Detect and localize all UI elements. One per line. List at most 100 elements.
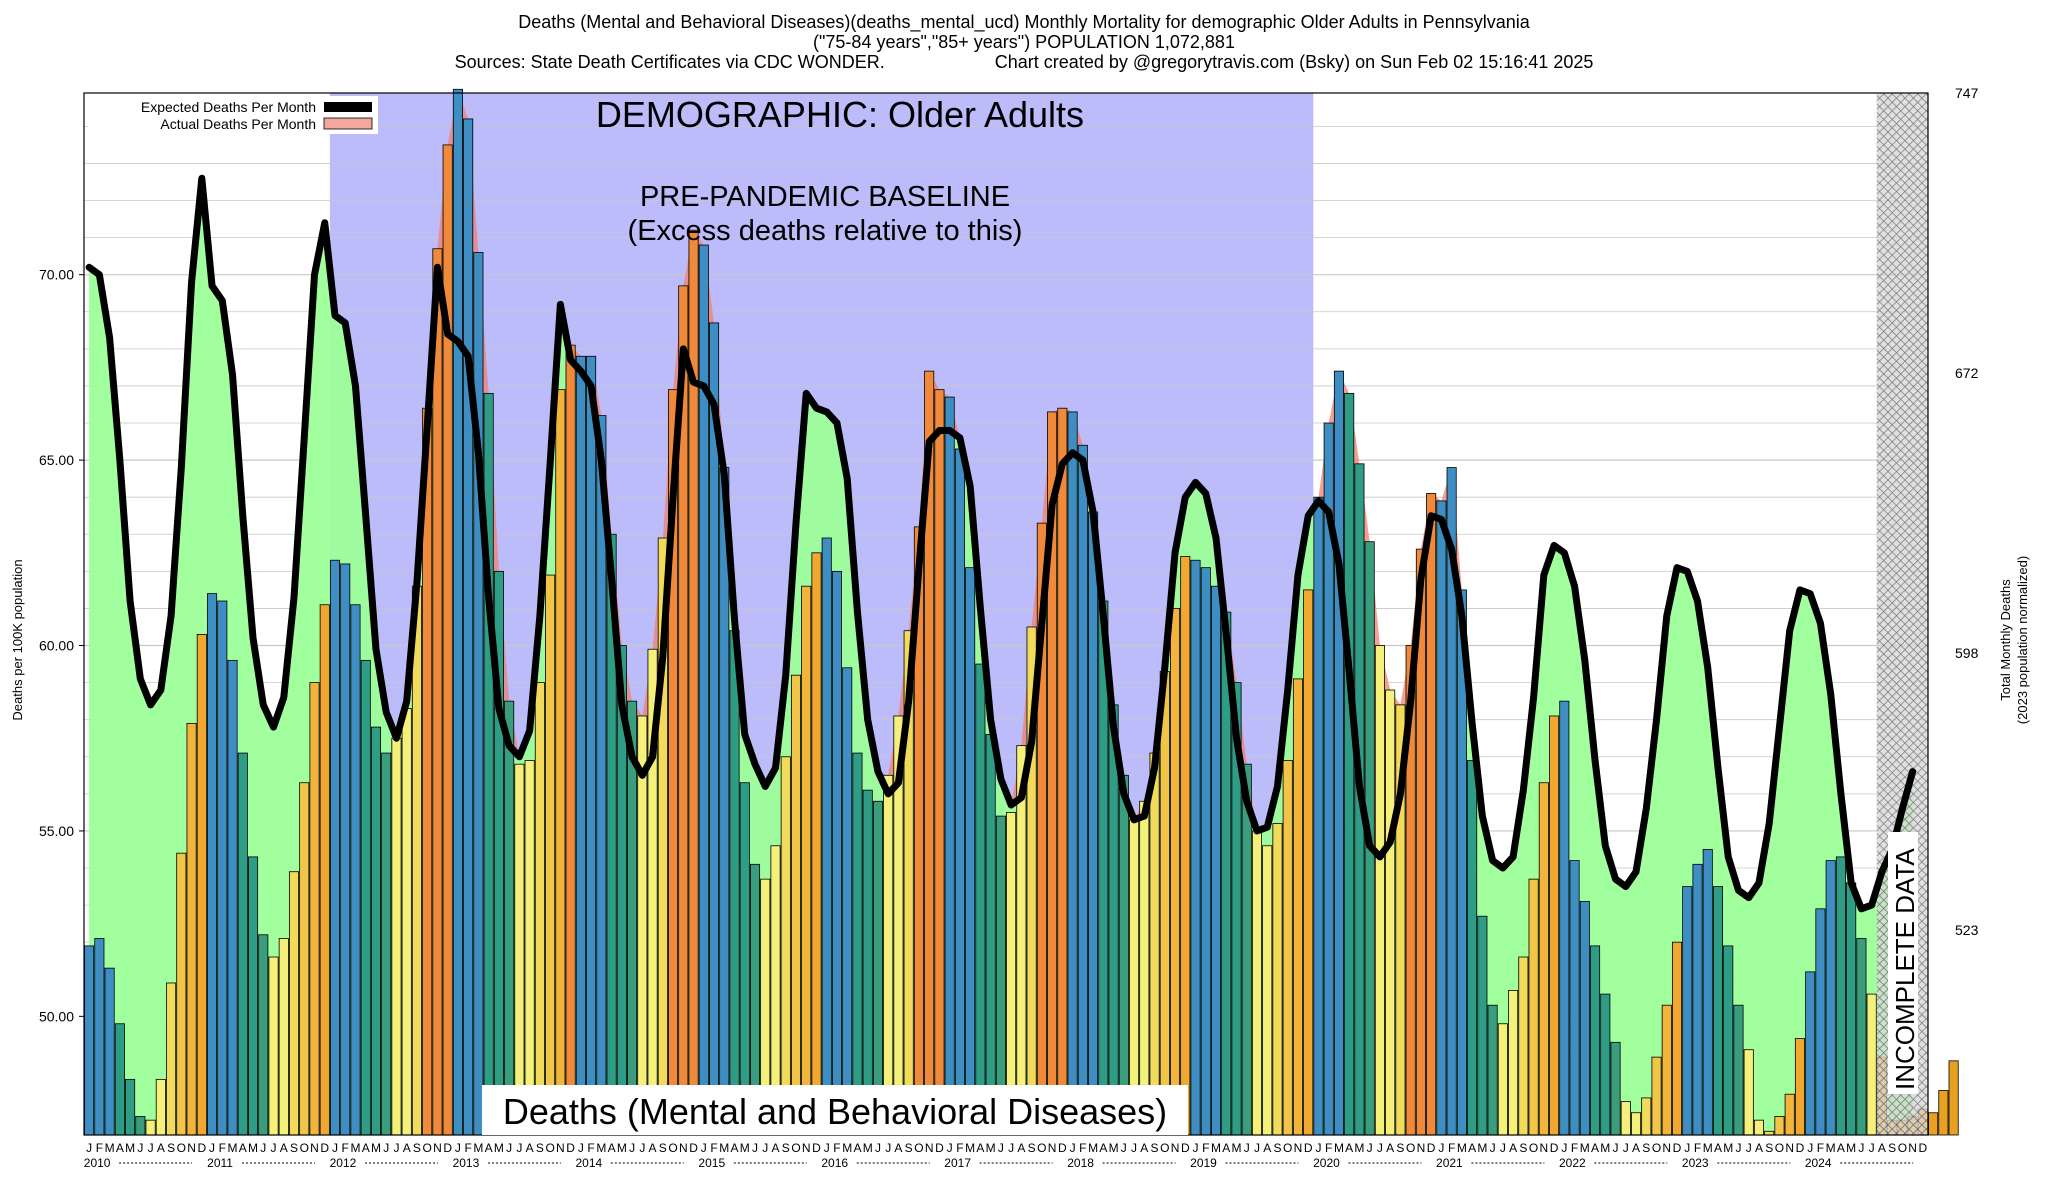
bar bbox=[329, 559, 341, 1136]
bar bbox=[1528, 878, 1539, 1136]
y-tick-label: 65.00 bbox=[39, 452, 74, 468]
month-label: S bbox=[1151, 1141, 1159, 1155]
month-label: M bbox=[105, 1141, 115, 1155]
month-label: J bbox=[1807, 1141, 1813, 1155]
month-label: A bbox=[1386, 1141, 1394, 1155]
month-label: N bbox=[802, 1141, 811, 1155]
bar bbox=[1651, 1056, 1662, 1136]
month-label: J bbox=[1500, 1141, 1506, 1155]
month-label: F bbox=[219, 1141, 226, 1155]
month-label: N bbox=[433, 1141, 442, 1155]
month-label: F bbox=[1325, 1141, 1332, 1155]
year-label: 2020 bbox=[1313, 1156, 1340, 1170]
bar bbox=[1753, 1119, 1764, 1136]
month-label: N bbox=[187, 1141, 196, 1155]
month-label: A bbox=[1345, 1141, 1353, 1155]
month-label: A bbox=[608, 1141, 616, 1155]
month-label: D bbox=[1919, 1141, 1928, 1155]
bar bbox=[575, 355, 586, 1136]
bar bbox=[207, 593, 218, 1136]
month-label: J bbox=[1613, 1141, 1619, 1155]
y-tick-label: 55.00 bbox=[39, 823, 74, 839]
bottom-title-box bbox=[482, 1085, 1188, 1135]
bar bbox=[452, 88, 463, 1136]
bar bbox=[114, 1023, 125, 1136]
month-label: J bbox=[1121, 1141, 1127, 1155]
bar bbox=[268, 956, 279, 1136]
month-label: M bbox=[473, 1141, 483, 1155]
month-label: J bbox=[271, 1141, 277, 1155]
month-label: J bbox=[332, 1141, 338, 1155]
year-label: 2011 bbox=[207, 1156, 233, 1170]
bar bbox=[1088, 511, 1099, 1136]
bar bbox=[1784, 1093, 1795, 1136]
bar bbox=[176, 852, 187, 1136]
month-label: J bbox=[86, 1141, 92, 1155]
expected-line bbox=[85, 174, 1917, 913]
bar bbox=[370, 726, 381, 1136]
bar bbox=[166, 982, 177, 1136]
year-label: 2010 bbox=[84, 1156, 111, 1170]
month-label: A bbox=[1837, 1141, 1845, 1155]
month-label: A bbox=[1591, 1141, 1599, 1155]
month-label: D bbox=[1058, 1141, 1067, 1155]
year-label: 2018 bbox=[1067, 1156, 1094, 1170]
bar bbox=[94, 938, 105, 1136]
sources-label: Sources: State Death Certificates via CD… bbox=[454, 52, 885, 72]
bar bbox=[248, 856, 259, 1136]
month-label: N bbox=[1539, 1141, 1548, 1155]
bar bbox=[1344, 392, 1355, 1136]
bar bbox=[1743, 1049, 1754, 1136]
month-label: J bbox=[947, 1141, 953, 1155]
month-label: S bbox=[1396, 1141, 1404, 1155]
month-label: F bbox=[833, 1141, 840, 1155]
bar bbox=[811, 552, 822, 1136]
bar bbox=[1057, 407, 1068, 1136]
chart-title-line2: ("75-84 years","85+ years") POPULATION 1… bbox=[813, 32, 1235, 52]
bar bbox=[1251, 830, 1263, 1136]
bar bbox=[831, 570, 842, 1136]
bar bbox=[1559, 700, 1570, 1136]
bar bbox=[637, 715, 648, 1136]
bar bbox=[1313, 496, 1324, 1136]
year-label: 2012 bbox=[330, 1156, 357, 1170]
month-label: M bbox=[1354, 1141, 1364, 1155]
month-label: N bbox=[1048, 1141, 1057, 1155]
bar bbox=[155, 1078, 166, 1136]
month-label: N bbox=[1785, 1141, 1794, 1155]
month-label: J bbox=[455, 1141, 461, 1155]
month-label: S bbox=[782, 1141, 790, 1155]
bar bbox=[1374, 645, 1385, 1136]
bar-series bbox=[84, 88, 1959, 1136]
bar bbox=[319, 604, 330, 1136]
bar bbox=[1426, 493, 1437, 1136]
month-label: J bbox=[1070, 1141, 1076, 1155]
bar bbox=[1170, 608, 1181, 1136]
month-label: M bbox=[596, 1141, 606, 1155]
month-label: J bbox=[1438, 1141, 1444, 1155]
bar bbox=[801, 585, 812, 1136]
bar bbox=[84, 945, 95, 1136]
bar bbox=[473, 252, 484, 1136]
bar bbox=[1149, 752, 1160, 1136]
month-label: A bbox=[1878, 1141, 1886, 1155]
month-label: A bbox=[1017, 1141, 1025, 1155]
bar bbox=[790, 674, 802, 1136]
bar bbox=[1590, 945, 1601, 1136]
month-label: N bbox=[1171, 1141, 1180, 1155]
month-label: J bbox=[1858, 1141, 1864, 1155]
month-label: J bbox=[260, 1141, 266, 1155]
month-label: A bbox=[649, 1141, 657, 1155]
month-label: J bbox=[875, 1141, 881, 1155]
month-label: D bbox=[1796, 1141, 1805, 1155]
month-label: A bbox=[485, 1141, 493, 1155]
month-label: J bbox=[1746, 1141, 1752, 1155]
month-label: M bbox=[228, 1141, 238, 1155]
month-label: A bbox=[731, 1141, 739, 1155]
year-label: 2013 bbox=[453, 1156, 480, 1170]
bar bbox=[944, 396, 955, 1136]
month-label: J bbox=[393, 1141, 399, 1155]
month-label: M bbox=[1109, 1141, 1119, 1155]
